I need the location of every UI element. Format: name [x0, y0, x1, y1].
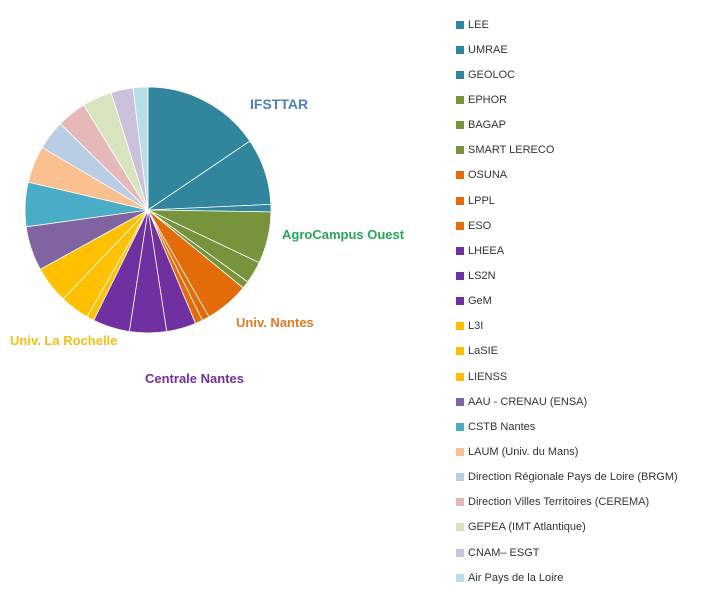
legend-label: L3I [468, 320, 484, 333]
legend-item: LIENSS [456, 364, 713, 389]
legend-swatch [456, 45, 464, 54]
legend: LEE UMRAE GEOLOC EPHOR BAGAP SMART LERECO OSUN… [456, 12, 713, 590]
legend-item: Direction Villes Territoires (CEREMA) [456, 490, 713, 515]
legend-label: Direction Régionale Pays de Loire (BRGM) [468, 471, 678, 484]
legend-swatch [456, 548, 464, 557]
legend-label: LIENSS [468, 370, 508, 383]
legend-swatch [456, 95, 464, 104]
legend-item: LPPL [456, 188, 713, 213]
legend-item: OSUNA [456, 163, 713, 188]
legend-item: LHEEA [456, 238, 713, 263]
group-label-univ-nantes: Univ. Nantes [236, 315, 314, 330]
legend-swatch [456, 297, 464, 306]
legend-label: CSTB Nantes [468, 420, 536, 433]
legend-label: LAUM (Univ. du Mans) [468, 445, 579, 458]
legend-item: GeM [456, 289, 713, 314]
legend-item: SMART LERECO [456, 138, 713, 163]
legend-label: UMRAE [468, 43, 508, 56]
legend-label: AAU - CRENAU (ENSA) [468, 395, 588, 408]
legend-item: ESO [456, 213, 713, 238]
legend-swatch [456, 498, 464, 507]
legend-swatch [456, 422, 464, 431]
legend-label: SMART LERECO [468, 144, 555, 157]
legend-item: Direction Régionale Pays de Loire (BRGM) [456, 465, 713, 490]
legend-label: ESO [468, 219, 492, 232]
legend-label: GEOLOC [468, 68, 516, 81]
legend-label: LaSIE [468, 345, 498, 358]
legend-swatch [456, 20, 464, 29]
legend-swatch [456, 246, 464, 255]
legend-label: LHEEA [468, 244, 505, 257]
legend-label: GEPEA (IMT Atlantique) [468, 521, 586, 534]
legend-swatch [456, 473, 464, 482]
legend-item: LaSIE [456, 339, 713, 364]
legend-label: LPPL [468, 194, 495, 207]
legend-item: LS2N [456, 263, 713, 288]
legend-item: UMRAE [456, 37, 713, 62]
legend-label: EPHOR [468, 93, 508, 106]
legend-item: AAU - CRENAU (ENSA) [456, 389, 713, 414]
legend-swatch [456, 146, 464, 155]
legend-swatch [456, 322, 464, 331]
group-labels: IFSTTAR AgroCampus Ouest Univ. Nantes Ce… [10, 96, 405, 386]
legend-label: Direction Villes Territoires (CEREMA) [468, 496, 650, 509]
pie-slice-0 [147, 86, 251, 211]
legend-swatch [456, 221, 464, 230]
legend-item: LAUM (Univ. du Mans) [456, 439, 713, 464]
legend-label: LEE [468, 18, 489, 31]
legend-swatch [456, 372, 464, 381]
pie-slice-22 [132, 86, 149, 211]
legend-swatch [456, 171, 464, 180]
group-label-centrale-nantes: Centrale Nantes [145, 371, 244, 386]
pie-slices [24, 86, 272, 334]
pie-chart: IFSTTAR AgroCampus Ouest Univ. Nantes Ce… [10, 86, 405, 386]
legend-swatch [456, 271, 464, 280]
legend-item: BAGAP [456, 113, 713, 138]
legend-item: GEPEA (IMT Atlantique) [456, 515, 713, 540]
legend-swatch [456, 447, 464, 456]
legend-item: GEOLOC [456, 62, 713, 87]
legend-label: BAGAP [468, 119, 506, 132]
legend-swatch [456, 347, 464, 356]
legend-swatch [456, 70, 464, 79]
legend-label: OSUNA [468, 169, 508, 182]
legend-swatch [456, 397, 464, 406]
legend-item: CNAM– ESGT [456, 540, 713, 565]
legend-swatch [456, 121, 464, 130]
legend-item: L3I [456, 314, 713, 339]
legend-item: EPHOR [456, 87, 713, 112]
legend-swatch [456, 196, 464, 205]
group-label-agrocampus-ouest: AgroCampus Ouest [282, 227, 405, 242]
group-label-ifsttar: IFSTTAR [250, 96, 308, 112]
legend-item: LEE [456, 12, 713, 37]
legend-label: LS2N [468, 269, 496, 282]
legend-label: CNAM– ESGT [468, 546, 540, 559]
legend-swatch [456, 523, 464, 532]
legend-label: GeM [468, 295, 492, 308]
group-label-univ-la-rochelle: Univ. La Rochelle [10, 333, 117, 348]
legend-item: CSTB Nantes [456, 414, 713, 439]
